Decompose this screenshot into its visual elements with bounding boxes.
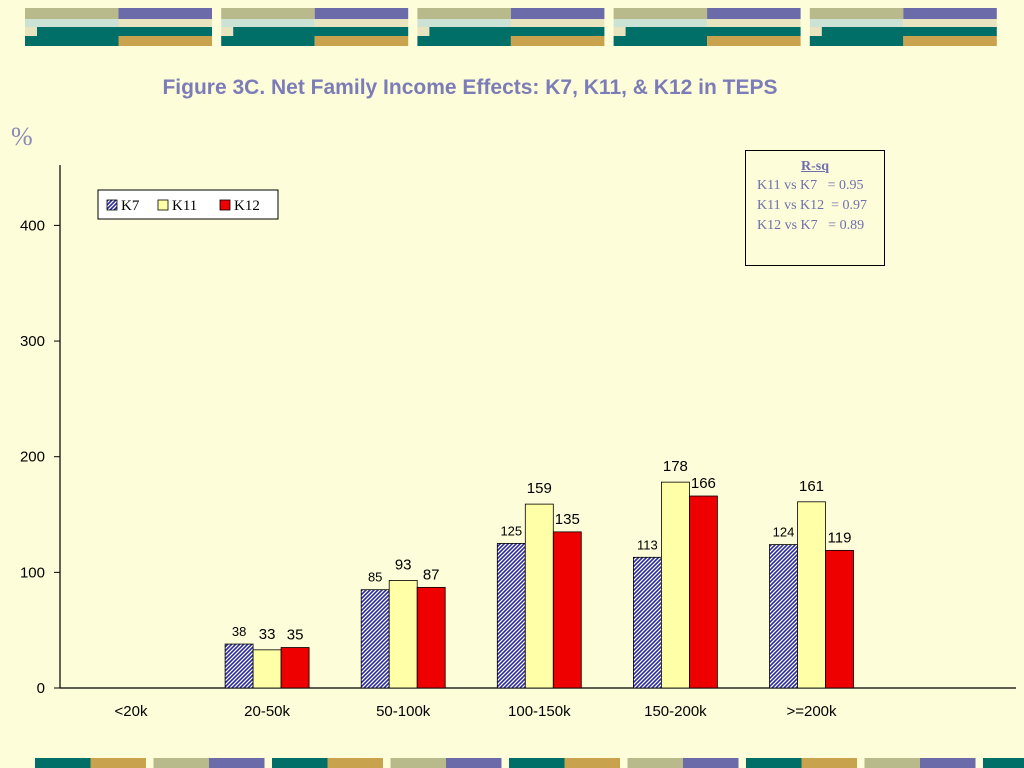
legend-swatch-k11 — [157, 199, 169, 211]
banner-segment — [153, 758, 209, 768]
bar-k11 — [388, 580, 418, 689]
banner-tile — [613, 8, 801, 46]
bar-k11 — [252, 649, 282, 689]
data-label-k11: 159 — [527, 480, 552, 497]
r-squared-line-k12-k7: K12 vs K7 = 0.89 — [757, 218, 865, 233]
bar-k7 — [496, 543, 526, 689]
bar-k7 — [769, 544, 798, 689]
banner-segment — [446, 758, 502, 768]
bar-k11 — [524, 503, 554, 689]
legend-swatch-k12 — [219, 199, 231, 211]
bar-k11 — [661, 481, 690, 689]
banner-tile — [417, 8, 605, 46]
data-label-k7: 113 — [637, 537, 658, 552]
banner-segment — [683, 758, 739, 768]
y-tick-label: 400 — [20, 217, 45, 234]
chart-title: Figure 3C. Net Family Income Effects: K7… — [162, 76, 778, 99]
r-squared-box: R-sq K11 vs K7 = 0.95 K11 vs K12 = 0.97 … — [745, 150, 885, 266]
bar-k12 — [416, 586, 446, 689]
banner-tile — [25, 8, 212, 46]
banner-segment — [864, 758, 920, 768]
bar-k11 — [797, 501, 826, 689]
data-label-k11: 93 — [395, 556, 412, 573]
data-label-k12: 35 — [287, 627, 304, 644]
bar-k12 — [552, 531, 582, 689]
data-label-k7: 85 — [368, 570, 382, 585]
bar-k12 — [280, 647, 310, 689]
banner-segment — [983, 758, 1024, 768]
legend-swatch-k7 — [106, 199, 118, 211]
bar-k12 — [689, 495, 718, 689]
y-tick-label: 0 — [37, 680, 45, 697]
data-label-k7: 38 — [232, 624, 246, 639]
data-label-k12: 87 — [423, 566, 440, 583]
data-label-k12: 166 — [691, 475, 716, 492]
bar-k12 — [825, 549, 854, 689]
banner-segment — [272, 758, 328, 768]
banner-segment — [209, 758, 265, 768]
legend: K7 K11 K12 — [97, 189, 279, 220]
y-tick-label: 300 — [20, 333, 45, 350]
banner-segment — [801, 758, 857, 768]
banner-segment — [509, 758, 565, 768]
top-decorative-banner — [25, 8, 997, 46]
data-label-k7: 124 — [773, 525, 795, 540]
data-label-k12: 135 — [555, 511, 580, 528]
bottom-decorative-banner — [35, 758, 1024, 768]
x-tick-label: 50-100k — [376, 703, 431, 720]
banner-segment — [390, 758, 446, 768]
banner-segment — [564, 758, 620, 768]
data-label-k12: 119 — [828, 529, 852, 546]
x-tick-label: 20-50k — [244, 703, 290, 720]
banner-segment — [627, 758, 683, 768]
banner-segment — [35, 758, 91, 768]
r-squared-line-k11-k12: K11 vs K12 = 0.97 — [757, 198, 868, 213]
legend-label-k7: K7 — [121, 198, 140, 214]
r-squared-line-k11-k7: K11 vs K7 = 0.95 — [757, 178, 864, 193]
data-label-k11: 33 — [259, 626, 276, 643]
banner-segment — [327, 758, 383, 768]
banner-segment — [920, 758, 976, 768]
data-label-k11: 178 — [663, 458, 688, 475]
x-tick-label: <20k — [115, 703, 148, 720]
legend-label-k11: K11 — [172, 198, 197, 214]
x-tick-label: 100-150k — [508, 703, 571, 720]
y-tick-label: 200 — [20, 449, 45, 466]
bar-k7 — [633, 556, 662, 689]
legend-label-k12: K12 — [234, 198, 260, 214]
banner-segment — [746, 758, 802, 768]
r-squared-title: R-sq — [800, 159, 829, 174]
banner-tile — [809, 8, 997, 46]
y-tick-label: 100 — [20, 564, 45, 581]
data-label-k7: 125 — [500, 523, 522, 538]
bar-k7 — [224, 643, 254, 689]
y-unit-label: % — [11, 122, 33, 151]
banner-segment — [90, 758, 146, 768]
x-tick-label: 150-200k — [644, 703, 707, 720]
banner-tile — [221, 8, 409, 46]
data-label-k11: 161 — [799, 478, 824, 495]
x-tick-label: >=200k — [786, 703, 837, 720]
bar-k7 — [360, 589, 390, 689]
